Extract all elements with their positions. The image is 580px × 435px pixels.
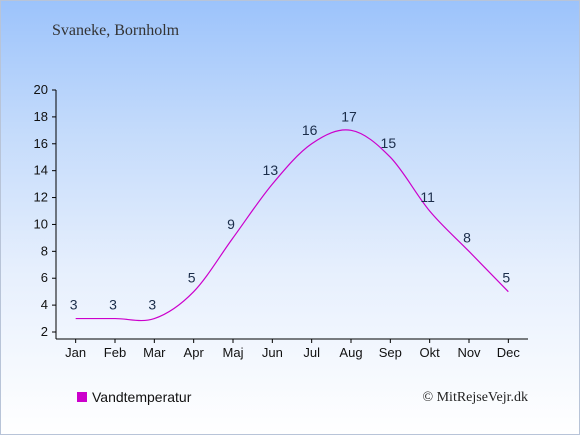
data-label: 3 — [70, 297, 78, 313]
y-tick-label: 4 — [41, 297, 48, 312]
data-label: 13 — [263, 162, 279, 178]
copyright-notice: © MitRejseVejr.dk — [422, 390, 528, 405]
y-tick-label: 10 — [34, 216, 48, 231]
x-tick-label: Mar — [143, 345, 166, 360]
x-tick-label: Sep — [379, 345, 402, 360]
y-tick-label: 16 — [34, 136, 48, 151]
legend-label: Vandtemperatur — [92, 389, 192, 405]
x-tick-label: Aug — [339, 345, 362, 360]
chart-location-title: Svaneke, Bornholm — [52, 22, 180, 39]
y-tick-label: 14 — [34, 163, 48, 178]
x-tick-label: Jun — [262, 345, 283, 360]
legend: Vandtemperatur — [77, 389, 191, 405]
y-tick-label: 2 — [41, 324, 48, 339]
data-label: 3 — [109, 297, 117, 313]
x-tick-label: Jul — [303, 345, 320, 360]
legend-swatch — [77, 392, 87, 402]
series-line — [75, 129, 509, 322]
y-tick-label: 6 — [41, 270, 48, 285]
x-tick-label: Maj — [223, 345, 244, 360]
data-label: 11 — [420, 189, 435, 205]
x-axis-ticks: Jan Feb Mar Apr Maj Jun Jul Aug Sep Okt Nov Dec — [65, 339, 520, 360]
y-tick-label: 8 — [41, 243, 48, 258]
data-label: 5 — [188, 270, 196, 286]
x-tick-label: Feb — [104, 345, 126, 360]
data-label: 15 — [381, 135, 397, 151]
data-label: 17 — [341, 108, 357, 124]
x-tick-label: Okt — [420, 345, 441, 360]
y-tick-label: 20 — [34, 82, 48, 97]
chart-series — [75, 129, 509, 322]
x-tick-label: Apr — [184, 345, 205, 360]
data-label: 9 — [227, 216, 235, 232]
y-tick-label: 18 — [34, 109, 48, 124]
x-tick-label: Nov — [457, 345, 481, 360]
data-label: 8 — [463, 229, 471, 245]
chart-axes — [55, 90, 528, 340]
x-tick-label: Jan — [65, 345, 86, 360]
x-tick-label: Dec — [497, 345, 521, 360]
data-label: 5 — [502, 270, 510, 286]
y-tick-label: 12 — [34, 190, 48, 205]
y-axis-ticks: 2 4 6 8 10 12 14 16 18 20 — [34, 82, 56, 339]
data-label: 16 — [302, 122, 318, 138]
data-label: 3 — [148, 297, 156, 313]
data-labels: 3 3 3 5 9 13 16 17 15 11 8 5 — [70, 108, 511, 312]
